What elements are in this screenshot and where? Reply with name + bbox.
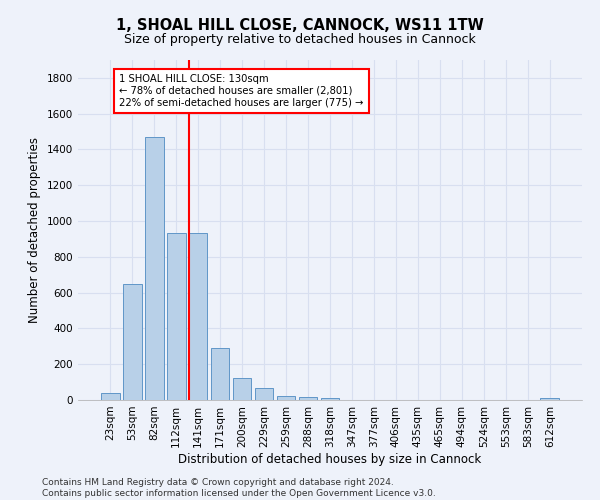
Bar (101, 393, 119, 400)
Bar (233, 378, 251, 400)
Bar (541, 398, 559, 400)
Bar (145, 137, 164, 400)
Text: Contains HM Land Registry data © Crown copyright and database right 2024.
Contai: Contains HM Land Registry data © Crown c… (42, 478, 436, 498)
Bar (189, 232, 208, 400)
Bar (123, 284, 142, 400)
Bar (211, 348, 229, 400)
Text: Size of property relative to detached houses in Cannock: Size of property relative to detached ho… (124, 32, 476, 46)
Text: 1 SHOAL HILL CLOSE: 130sqm
← 78% of detached houses are smaller (2,801)
22% of s: 1 SHOAL HILL CLOSE: 130sqm ← 78% of deta… (119, 74, 364, 108)
Bar (320, 398, 340, 400)
X-axis label: Distribution of detached houses by size in Cannock: Distribution of detached houses by size … (178, 452, 482, 466)
Bar (255, 388, 274, 400)
Y-axis label: Number of detached properties: Number of detached properties (28, 137, 41, 323)
Bar (299, 398, 317, 400)
Text: 1, SHOAL HILL CLOSE, CANNOCK, WS11 1TW: 1, SHOAL HILL CLOSE, CANNOCK, WS11 1TW (116, 18, 484, 32)
Bar (167, 232, 185, 400)
Bar (277, 396, 295, 400)
